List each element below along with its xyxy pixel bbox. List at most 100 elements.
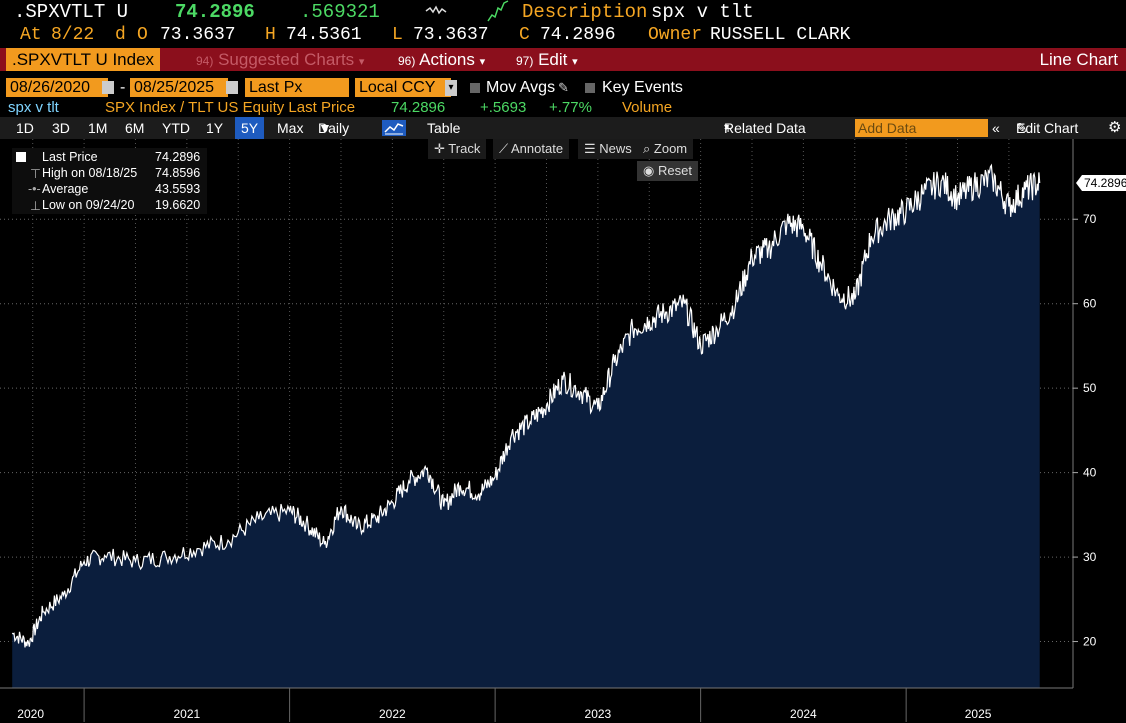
annotate-tool[interactable]: ⟋ Annotate (493, 139, 570, 159)
crosshair-icon: ✛ (434, 141, 445, 156)
owner-value: RUSSELL CLARK (710, 25, 851, 45)
last-price-marker: 74.2896 (1076, 175, 1126, 192)
chevron-down-icon: ▼ (318, 120, 332, 136)
info-avg-label: Average (42, 182, 89, 196)
x-tick-label: 2020 (17, 707, 44, 721)
y-tick-label: 60 (1083, 297, 1097, 311)
pencil-icon: ✎ (1016, 120, 1028, 136)
suggested-num: 94) (196, 54, 214, 68)
security-field[interactable]: .SPXVTLT U Index (6, 48, 161, 71)
range-3d[interactable]: 3D (52, 120, 70, 136)
y-tick-label: 70 (1083, 212, 1097, 226)
open-value: 73.3637 (160, 25, 236, 45)
start-date-field[interactable]: 08/26/2020 (6, 78, 108, 97)
suggested-charts-menu[interactable]: 94) Suggested Charts ▾ (196, 48, 364, 71)
last-price-swatch-icon (16, 152, 26, 162)
key-events-checkbox[interactable] (585, 83, 595, 93)
chart-type-title: Line Chart (1039, 50, 1118, 69)
range-ytd[interactable]: YTD (162, 120, 190, 136)
x-axis-ticks: 2020 2021 2022 2023 2024 2025 (17, 688, 992, 722)
range-1d[interactable]: 1D (16, 120, 34, 136)
series-value: 74.2896 (391, 99, 446, 116)
news-tool[interactable]: ☰ News (578, 139, 638, 159)
annotate-icon: ⟋ (499, 141, 509, 156)
range-6m[interactable]: 6M (125, 120, 145, 136)
pencil-icon[interactable]: ✎ (558, 80, 569, 95)
close-value: 74.2896 (540, 25, 616, 45)
table-button[interactable]: Table (427, 120, 461, 136)
reset-button[interactable]: ◉ Reset (637, 161, 698, 181)
owner-label: Owner (648, 25, 703, 45)
zoom-label: Zoom (653, 141, 688, 156)
ohlc-row: At 8/22 d O 73.3637 H 74.5361 L 73.3637 … (0, 24, 1126, 47)
collapse-icon[interactable]: « (992, 120, 1000, 136)
description-value: spx v tlt (651, 1, 754, 23)
y-axis-ticks: 20 30 40 50 60 70 (1073, 212, 1097, 649)
series-legend: spx v tlt SPX Index / TLT US Equity Last… (0, 99, 1126, 117)
function-bar: .SPXVTLT U Index 94) Suggested Charts ▾ … (0, 48, 1126, 71)
track-tool[interactable]: ✛ Track (428, 139, 487, 159)
quote-header: .SPXVTLT U 74.2896 .569321 Description s… (0, 0, 1126, 24)
date-dash: - (120, 79, 126, 96)
calendar-icon[interactable] (226, 81, 238, 94)
series-change: +.5693 (480, 99, 527, 116)
range-1y[interactable]: 1Y (206, 120, 224, 136)
intraday-chart-icon (486, 0, 510, 29)
suggested-label: Suggested Charts (218, 50, 355, 69)
chevron-down-icon: ▾ (479, 56, 486, 68)
calendar-icon[interactable] (102, 81, 114, 94)
range-max[interactable]: Max (277, 120, 304, 136)
frequency-label: Daily (318, 120, 350, 136)
description-label: Description (522, 1, 648, 23)
info-high-label: High on 08/18/25 (42, 166, 138, 180)
add-data-input[interactable]: Add Data (855, 119, 988, 137)
news-label: News (599, 141, 632, 156)
x-tick-label: 2023 (585, 707, 612, 721)
info-avg-value: 43.5593 (155, 182, 201, 196)
end-date-field[interactable]: 08/25/2025 (130, 78, 228, 97)
line-chart-icon[interactable] (382, 120, 406, 136)
track-label: Track (448, 141, 481, 156)
price-change: .569321 (300, 1, 380, 23)
chevron-down-icon[interactable]: ▾ (445, 80, 457, 96)
info-last-value: 74.2896 (155, 150, 201, 164)
last-price: 74.2896 (175, 1, 255, 23)
range-1m[interactable]: 1M (88, 120, 108, 136)
sparkline-icon (425, 0, 447, 27)
series-description: SPX Index / TLT US Equity Last Price (105, 99, 356, 116)
field-select[interactable]: Last Px (245, 78, 349, 97)
mov-avgs-checkbox[interactable] (470, 83, 480, 93)
range-5y[interactable]: 5Y (235, 117, 265, 139)
y-tick-label: 40 (1083, 466, 1097, 480)
ticker-symbol[interactable]: .SPXVTLT U (14, 1, 129, 23)
at-date: 8/22 (51, 25, 95, 45)
key-events-label: Key Events (602, 79, 683, 96)
average-marker-icon: -•- (28, 182, 41, 196)
chevron-down-icon: ▾ (358, 56, 365, 68)
actions-menu[interactable]: 96) Actions ▾ (398, 48, 485, 71)
settings-gear-icon[interactable]: ⚙ (1108, 119, 1122, 136)
y-tick-label: 20 (1083, 635, 1097, 649)
info-high-value: 74.8596 (155, 166, 201, 180)
chart-controls: 08/26/2020 - 08/25/2025 Last Px Local CC… (0, 78, 1126, 98)
actions-num: 96) (398, 54, 416, 68)
edit-menu[interactable]: 97) Edit ▾ (516, 48, 578, 71)
x-tick-label: 2021 (173, 707, 200, 721)
reset-icon: ◉ (643, 163, 655, 178)
y-tick-label: 30 (1083, 550, 1097, 564)
currency-select[interactable]: Local CCY (355, 78, 451, 97)
y-tick-label: 50 (1083, 381, 1097, 395)
edit-num: 97) (516, 54, 534, 68)
info-low-value: 19.6620 (155, 198, 201, 212)
annotate-label: Annotate (511, 141, 564, 156)
x-tick-label: 2022 (379, 707, 406, 721)
related-data-label: Related Data (724, 120, 806, 136)
zoom-tool[interactable]: ⌕ Zoom (637, 139, 694, 159)
low-label: L (392, 25, 403, 45)
info-last-label: Last Price (42, 150, 98, 164)
price-line (11, 163, 1041, 648)
low-value: 73.3637 (413, 25, 489, 45)
magnifier-icon: ⌕ (643, 141, 651, 156)
chart-toolbar: 1D 3D 1M 6M YTD 1Y 5Y Max Daily ▼ Table … (0, 117, 1126, 139)
price-chart[interactable]: 20 30 40 50 60 70 2020 2021 2022 2023 2024 2025 74… (0, 139, 1126, 723)
